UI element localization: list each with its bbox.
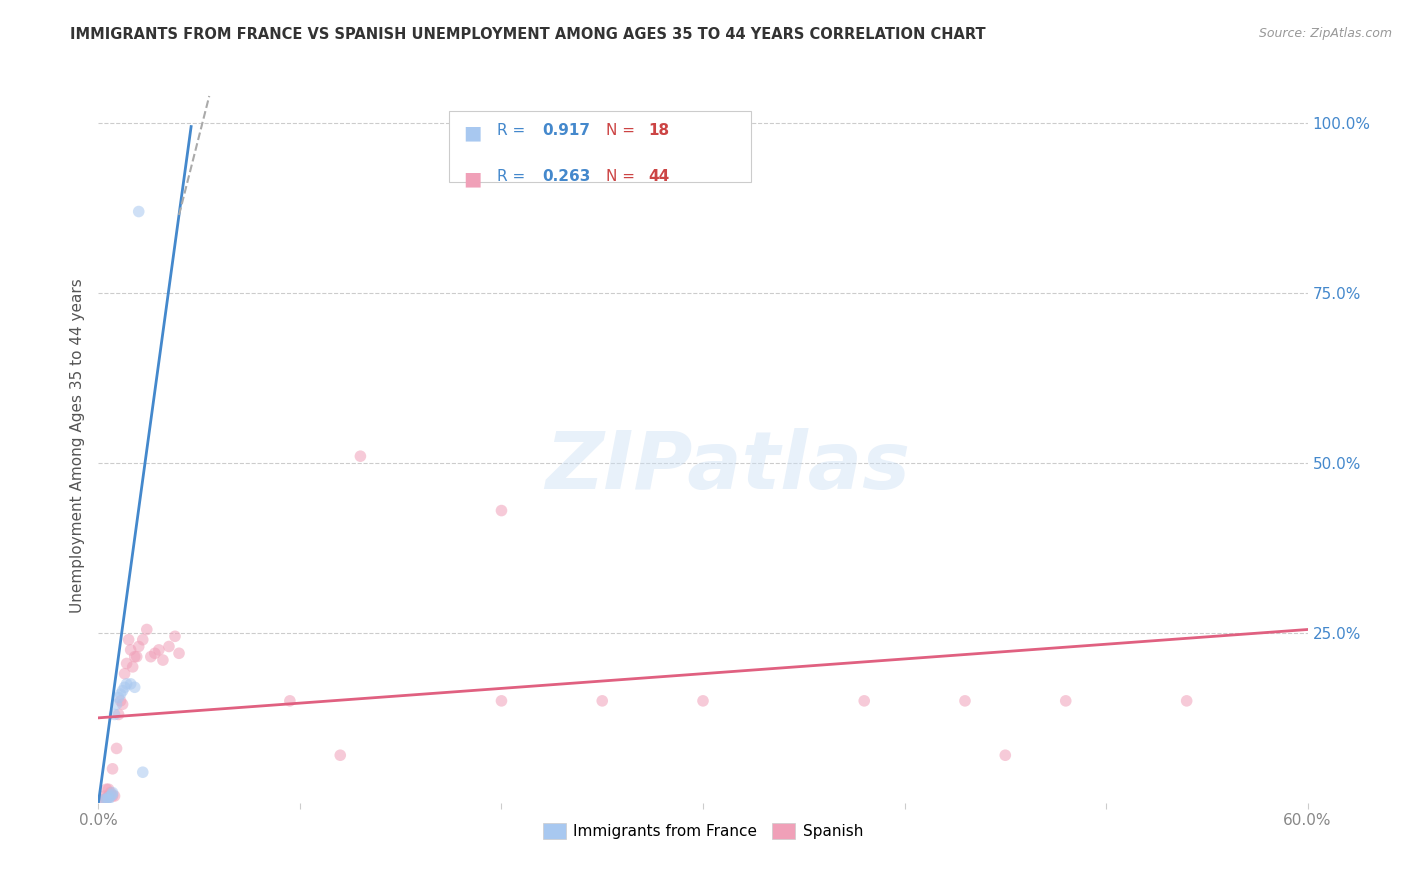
Point [105, 741, 128, 756]
Point [128, 204, 150, 219]
Text: ■: ■ [464, 169, 482, 188]
Point [132, 765, 155, 780]
Legend: Immigrants from France, Spanish: Immigrants from France, Spanish [537, 817, 869, 845]
Point [163, 629, 186, 643]
Point [349, 449, 371, 463]
Text: IMMIGRANTS FROM FRANCE VS SPANISH UNEMPLOYMENT AMONG AGES 35 TO 44 YEARS CORRELA: IMMIGRANTS FROM FRANCE VS SPANISH UNEMPL… [70, 27, 986, 42]
Point [121, 660, 143, 674]
Point [107, 690, 129, 705]
Bar [449, 111, 751, 182]
Point [96, 782, 118, 797]
Point [114, 666, 136, 681]
Point [100, 789, 122, 803]
Point [135, 623, 157, 637]
Point [139, 649, 162, 664]
Point [118, 632, 141, 647]
Point [143, 646, 166, 660]
Point [103, 707, 125, 722]
Point [110, 687, 132, 701]
Point [994, 748, 1017, 763]
Point [97, 789, 120, 803]
Point [491, 503, 513, 517]
Point [148, 643, 170, 657]
Point [591, 694, 613, 708]
Point [124, 680, 146, 694]
Point [853, 694, 876, 708]
Text: N =: N = [606, 123, 640, 138]
Text: 44: 44 [648, 169, 669, 184]
Text: R =: R = [498, 169, 530, 184]
Point [96, 792, 118, 806]
Point [96, 792, 118, 806]
Point [97, 792, 120, 806]
Point [120, 677, 142, 691]
Y-axis label: Unemployment Among Ages 35 to 44 years: Unemployment Among Ages 35 to 44 years [69, 278, 84, 614]
Point [93, 789, 115, 803]
Point [1175, 694, 1198, 708]
Point [101, 762, 124, 776]
Point [120, 643, 142, 657]
Point [111, 698, 134, 712]
Point [124, 649, 146, 664]
Text: N =: N = [606, 169, 640, 184]
Text: 18: 18 [648, 123, 669, 138]
Point [97, 790, 120, 805]
Text: R =: R = [498, 123, 530, 138]
Point [125, 649, 148, 664]
Point [110, 694, 132, 708]
Point [101, 788, 124, 802]
Point [132, 632, 155, 647]
Point [329, 748, 352, 763]
Point [111, 683, 134, 698]
Point [91, 792, 114, 806]
Point [103, 789, 125, 803]
Text: 0.917: 0.917 [543, 123, 591, 138]
Text: ZIPatlas: ZIPatlas [544, 428, 910, 507]
Point [152, 653, 174, 667]
Point [115, 657, 138, 671]
Point [114, 680, 136, 694]
Point [101, 789, 124, 803]
Point [105, 698, 128, 712]
Point [107, 707, 129, 722]
Point [953, 694, 976, 708]
Point [115, 677, 138, 691]
Point [157, 640, 180, 654]
Point [692, 694, 714, 708]
Point [128, 640, 150, 654]
Point [491, 694, 513, 708]
Point [1054, 694, 1077, 708]
Point [100, 786, 122, 800]
Point [101, 786, 124, 800]
Text: 0.263: 0.263 [543, 169, 591, 184]
Point [167, 646, 190, 660]
Point [93, 792, 115, 806]
Point [278, 694, 301, 708]
Point [97, 782, 120, 797]
Point [93, 792, 115, 806]
Text: Source: ZipAtlas.com: Source: ZipAtlas.com [1258, 27, 1392, 40]
Text: ■: ■ [464, 123, 482, 143]
